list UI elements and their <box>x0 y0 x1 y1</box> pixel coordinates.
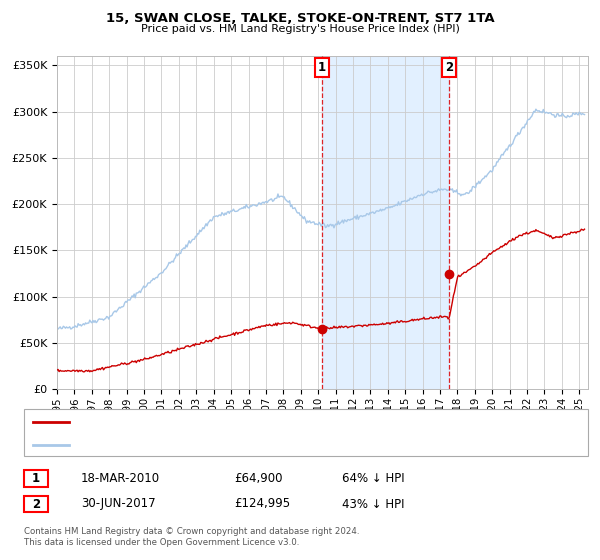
Text: Price paid vs. HM Land Registry's House Price Index (HPI): Price paid vs. HM Land Registry's House … <box>140 24 460 34</box>
Text: 30-JUN-2017: 30-JUN-2017 <box>81 497 155 511</box>
Text: 2: 2 <box>445 61 453 74</box>
Text: 15, SWAN CLOSE, TALKE, STOKE-ON-TRENT, ST7 1TA: 15, SWAN CLOSE, TALKE, STOKE-ON-TRENT, S… <box>106 12 494 25</box>
Text: 2: 2 <box>32 497 40 511</box>
Text: HPI: Average price, detached house, Newcastle-under-Lyme: HPI: Average price, detached house, Newc… <box>75 440 386 450</box>
Text: Contains HM Land Registry data © Crown copyright and database right 2024.: Contains HM Land Registry data © Crown c… <box>24 528 359 536</box>
Bar <box>322 56 449 389</box>
Text: 43% ↓ HPI: 43% ↓ HPI <box>342 497 404 511</box>
Text: £64,900: £64,900 <box>234 472 283 486</box>
Text: This data is licensed under the Open Government Licence v3.0.: This data is licensed under the Open Gov… <box>24 538 299 547</box>
Text: 18-MAR-2010: 18-MAR-2010 <box>81 472 160 486</box>
Text: 15, SWAN CLOSE, TALKE, STOKE-ON-TRENT, ST7 1TA (detached house): 15, SWAN CLOSE, TALKE, STOKE-ON-TRENT, S… <box>75 417 443 427</box>
Text: 1: 1 <box>318 61 326 74</box>
Text: 64% ↓ HPI: 64% ↓ HPI <box>342 472 404 486</box>
Text: £124,995: £124,995 <box>234 497 290 511</box>
Text: 1: 1 <box>32 472 40 486</box>
